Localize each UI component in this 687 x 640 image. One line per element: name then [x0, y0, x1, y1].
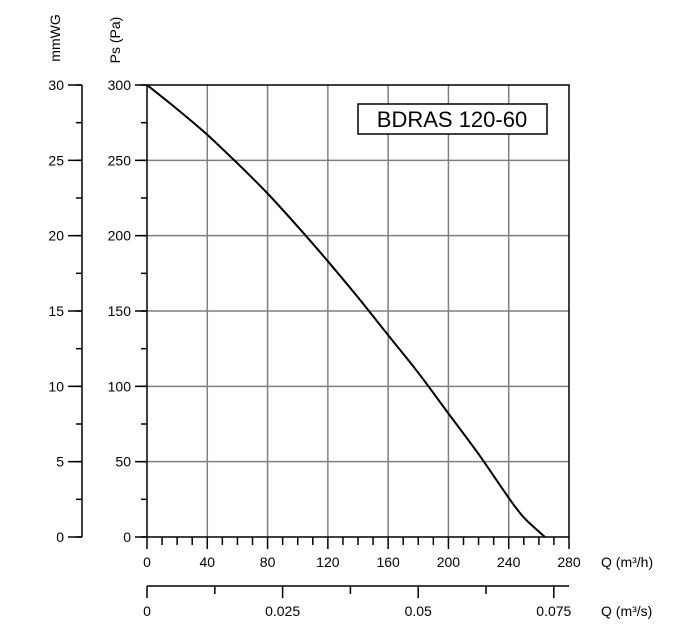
y-tick-label: 200: [108, 228, 132, 244]
y-tick-label: 100: [108, 378, 132, 394]
grid-lines: [147, 85, 569, 537]
title-frame: [357, 103, 548, 135]
y-tick-label: 150: [108, 303, 132, 319]
y2-axis-label: mmWG: [47, 14, 63, 61]
title-box: BDRAS 120-60: [357, 103, 548, 135]
y2-tick-label: 25: [48, 152, 64, 168]
x2-tick-label: 0.05: [405, 603, 432, 619]
x-tick-label: 80: [260, 554, 276, 570]
y2-tick-label: 30: [48, 77, 64, 93]
x-tick-label: 0: [143, 554, 151, 570]
x-tick-label: 120: [316, 554, 340, 570]
x-tick-label: 160: [376, 554, 400, 570]
y2-tick-label: 10: [48, 378, 64, 394]
x2-axis-label: Q (m³/s): [601, 603, 652, 619]
y-tick-label: 300: [108, 77, 132, 93]
axes: 0 40 80 120 160 200 240 28005010015020025030005…: [48, 77, 580, 619]
y2-tick-label: 20: [48, 228, 64, 244]
x-tick-label: 240: [497, 554, 521, 570]
pressure-curve: [146, 84, 546, 538]
y-tick-label: 50: [115, 454, 131, 470]
x-tick-label: 200: [437, 554, 461, 570]
y2-tick-label: 15: [48, 303, 64, 319]
x-axis-label: Q (m³/h): [601, 554, 653, 570]
x-tick-label: 280: [557, 554, 581, 570]
x2-tick-label: 0.025: [265, 603, 300, 619]
x2-tick-label: 0: [143, 603, 151, 619]
y-axis-label: Ps (Pa): [107, 17, 123, 64]
x2-tick-label: 0.075: [536, 603, 571, 619]
x-tick-label: 40: [199, 554, 215, 570]
y-tick-label: 0: [123, 529, 131, 545]
y-tick-label: 250: [108, 152, 132, 168]
chart-title: BDRAS 120-60: [377, 107, 527, 132]
y2-tick-label: 0: [56, 529, 64, 545]
y2-tick-label: 5: [56, 454, 64, 470]
